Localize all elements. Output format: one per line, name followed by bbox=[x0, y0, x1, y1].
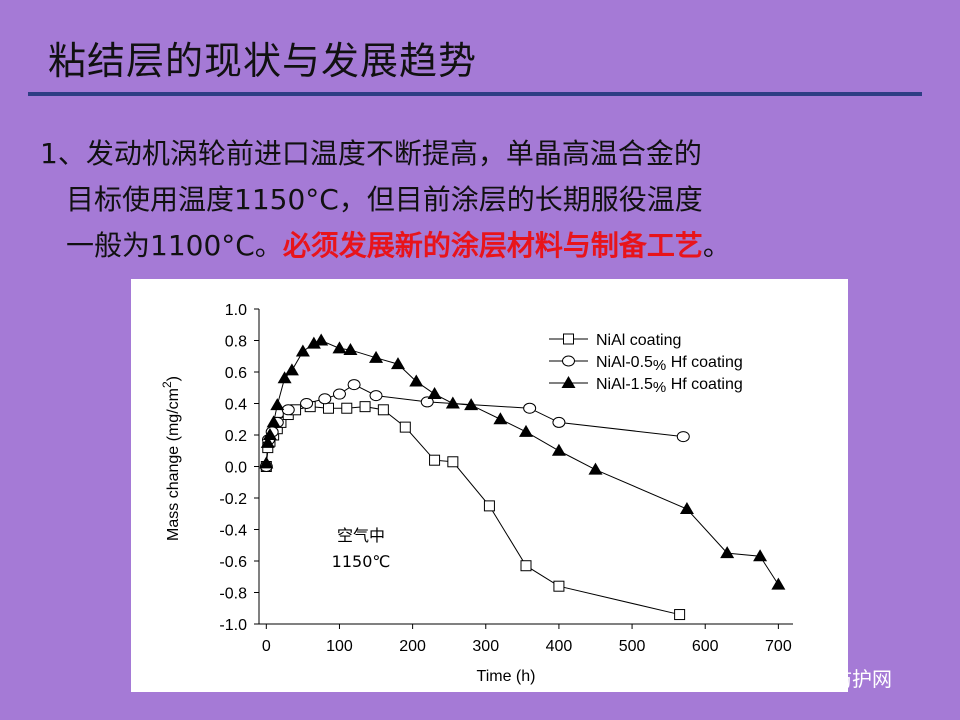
data-point-square bbox=[447, 456, 459, 468]
data-point-circle bbox=[369, 390, 383, 402]
data-point-square bbox=[399, 421, 411, 433]
data-point-triangle bbox=[409, 374, 424, 387]
legend-label: NiAl-0.5% Hf coating bbox=[596, 354, 743, 374]
x-tick-label: 0 bbox=[262, 638, 271, 655]
x-tick-label: 200 bbox=[399, 638, 426, 655]
data-point-triangle bbox=[588, 462, 603, 475]
x-tick-label: 400 bbox=[546, 638, 573, 655]
wechat-icon bbox=[701, 667, 723, 687]
data-point-triangle bbox=[332, 341, 347, 354]
y-tick-label: -1.0 bbox=[219, 617, 247, 634]
y-tick-label: 0.6 bbox=[225, 365, 247, 382]
body-line-3-end: 。 bbox=[702, 229, 731, 262]
y-tick-label: 0.0 bbox=[225, 460, 247, 477]
body-line-1: 1、发动机涡轮前进口温度不断提高，单晶高温合金的 bbox=[40, 137, 702, 170]
data-point-circle bbox=[552, 416, 566, 428]
y-tick-label: -0.8 bbox=[219, 586, 247, 603]
data-point-square bbox=[483, 500, 495, 512]
legend-marker-circle bbox=[562, 355, 575, 367]
y-tick-label: -0.4 bbox=[219, 523, 247, 540]
y-tick-label: 0.4 bbox=[225, 397, 247, 414]
y-tick-label: 1.0 bbox=[225, 302, 247, 319]
data-point-triangle bbox=[259, 456, 274, 469]
legend-label: NiAl-1.5% Hf coating bbox=[596, 376, 743, 396]
data-point-triangle bbox=[464, 398, 479, 411]
data-point-triangle bbox=[343, 342, 358, 355]
data-point-triangle bbox=[390, 357, 405, 370]
x-tick-label: 700 bbox=[765, 638, 792, 655]
data-point-triangle bbox=[306, 336, 321, 349]
data-point-triangle bbox=[295, 344, 310, 357]
x-tick-label: 600 bbox=[692, 638, 719, 655]
x-tick-label: 100 bbox=[326, 638, 353, 655]
y-tick-label: -0.6 bbox=[219, 554, 247, 571]
data-point-triangle bbox=[679, 502, 694, 515]
data-point-triangle bbox=[270, 398, 285, 411]
data-point-triangle bbox=[551, 443, 566, 456]
body-line-3-highlight: 必须发展新的涂层材料与制备工艺 bbox=[282, 229, 703, 262]
data-point-triangle bbox=[277, 371, 292, 384]
series-line-square bbox=[265, 406, 680, 616]
data-point-triangle bbox=[493, 412, 508, 425]
data-point-square bbox=[429, 454, 441, 466]
chart-annotation: 1150℃ bbox=[332, 552, 391, 571]
data-point-square bbox=[322, 402, 334, 414]
y-tick-label: -0.2 bbox=[219, 491, 247, 508]
data-point-square bbox=[377, 404, 389, 416]
data-point-circle bbox=[347, 379, 361, 391]
body-line-2: 目标使用温度1150°C，但目前涂层的长期服役温度 bbox=[66, 183, 703, 216]
title-rule bbox=[28, 92, 922, 96]
data-point-circle bbox=[318, 393, 332, 405]
legend-label: NiAl coating bbox=[596, 332, 681, 349]
chart-panel: 1.0 0.8 0.6 0.4 0.2 0.0 -0.2 -0.4 -0.6 -0.8 -1.0 0 1… bbox=[131, 279, 848, 692]
data-point-triangle bbox=[519, 424, 533, 437]
data-point-circle bbox=[332, 388, 346, 400]
data-point-circle bbox=[420, 396, 434, 408]
watermark-text: 中国腐蚀与防护网 bbox=[732, 666, 892, 691]
data-point-triangle bbox=[427, 387, 442, 400]
data-point-triangle bbox=[720, 546, 735, 559]
data-point-triangle bbox=[369, 350, 384, 363]
mass-change-chart: 1.0 0.8 0.6 0.4 0.2 0.0 -0.2 -0.4 -0.6 -0.8 -1.0 0 1… bbox=[160, 302, 793, 685]
data-point-triangle bbox=[771, 577, 786, 590]
data-point-triangle bbox=[266, 415, 281, 428]
data-point-square bbox=[341, 402, 353, 414]
data-point-triangle bbox=[284, 363, 299, 376]
data-point-triangle bbox=[260, 435, 275, 448]
body-line-3-normal: 一般为1100°C。 bbox=[66, 229, 283, 262]
slide-title: 粘结层的现状与发展趋势 bbox=[48, 39, 478, 83]
data-point-triangle bbox=[753, 549, 768, 562]
y-tick-label: 0.8 bbox=[225, 334, 247, 351]
x-tick-label: 500 bbox=[619, 638, 646, 655]
chart-annotation: 空气中 bbox=[337, 526, 385, 545]
data-point-square bbox=[359, 401, 371, 413]
y-axis-label: Mass change (mg/cm2) bbox=[160, 376, 182, 541]
legend-marker-square bbox=[563, 333, 574, 345]
legend-marker-triangle bbox=[561, 376, 576, 388]
data-point-triangle bbox=[314, 333, 329, 346]
y-tick-label: 0.2 bbox=[225, 428, 247, 445]
data-point-circle bbox=[523, 402, 537, 414]
data-point-circle bbox=[676, 431, 690, 443]
data-point-square bbox=[520, 560, 532, 572]
data-point-circle bbox=[300, 398, 314, 409]
x-tick-label: 300 bbox=[472, 638, 499, 655]
data-point-triangle bbox=[262, 428, 277, 440]
x-axis-label: Time (h) bbox=[477, 668, 536, 685]
data-point-triangle bbox=[445, 396, 460, 409]
data-point-square bbox=[553, 580, 565, 592]
data-point-square bbox=[674, 609, 686, 621]
watermark: 中国腐蚀与防护网 bbox=[700, 662, 940, 692]
body-line-3: 一般为1100°C。必须发展新的涂层材料与制备工艺。 bbox=[66, 224, 731, 264]
